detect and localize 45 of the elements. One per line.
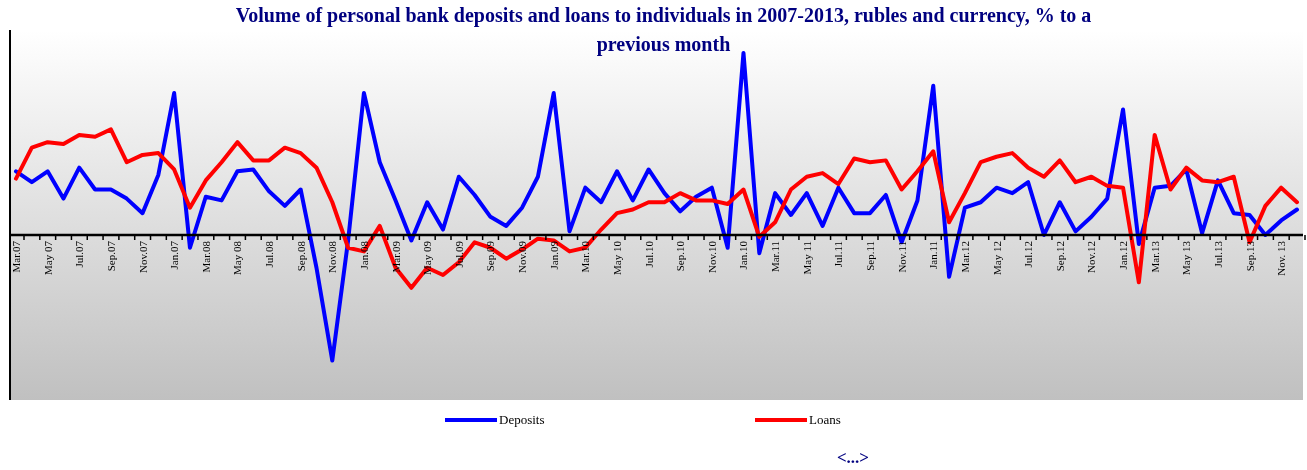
x-tick-label: Nov.08 bbox=[326, 240, 339, 273]
x-tick-label: Nov.07 bbox=[136, 240, 149, 273]
x-tick-label: Jul.13 bbox=[1211, 240, 1224, 268]
legend-label: Deposits bbox=[499, 412, 545, 427]
x-tick-label: Mar.13 bbox=[1148, 240, 1161, 273]
x-tick-label: Jul.08 bbox=[263, 240, 276, 268]
x-tick-label: Jul.10 bbox=[642, 240, 655, 268]
x-tick-label: Sep.09 bbox=[484, 240, 497, 272]
x-tick-label: Mar.10 bbox=[579, 240, 592, 273]
x-tick-label: Jan.07 bbox=[168, 240, 181, 270]
x-tick-label: Nov.10 bbox=[705, 240, 718, 273]
x-tick-label: Jul.11 bbox=[832, 241, 845, 268]
chart-title: Volume of personal bank deposits and loans to individuals in 2007-2013, rubles and currency, % to a previous month bbox=[235, 4, 1092, 56]
x-tick-label: Sep.13 bbox=[1243, 240, 1256, 272]
x-tick-label: Jan.12 bbox=[1117, 241, 1130, 270]
x-tick-label: Nov. 13 bbox=[1275, 240, 1288, 276]
x-tick-label: Jul.09 bbox=[452, 240, 465, 268]
x-tick-label: Jan.11 bbox=[927, 241, 940, 270]
x-tick-label: Jan.08 bbox=[357, 240, 370, 270]
x-tick-label: Mar.08 bbox=[199, 240, 212, 273]
x-tick-label: Sep.07 bbox=[104, 240, 117, 272]
x-tick-label: May 07 bbox=[41, 240, 54, 275]
legend-label: Loans bbox=[809, 412, 841, 427]
x-tick-label: Mar.09 bbox=[389, 240, 402, 273]
x-tick-label: Jan.09 bbox=[547, 240, 560, 270]
x-tick-label: Sep.08 bbox=[294, 240, 307, 272]
x-tick-label: Sep.12 bbox=[1053, 241, 1066, 272]
x-tick-label: May 12 bbox=[990, 241, 1003, 275]
x-tick-label: May 09 bbox=[421, 240, 434, 275]
x-tick-label: Sep.11 bbox=[864, 241, 876, 271]
x-tick-label: Nov.11 bbox=[895, 241, 908, 273]
x-tick-label: May 10 bbox=[610, 240, 623, 275]
x-tick-label: Sep.10 bbox=[674, 240, 687, 272]
x-tick-label: Mar.12 bbox=[958, 241, 971, 273]
x-tick-label: Mar.11 bbox=[769, 241, 782, 273]
x-tick-label: Nov.12 bbox=[1085, 241, 1098, 273]
x-tick-label: Jul.07 bbox=[73, 240, 86, 268]
x-tick-label: Nov.09 bbox=[516, 240, 529, 273]
x-tick-label: May 08 bbox=[231, 240, 244, 275]
x-tick-label: May 13 bbox=[1180, 240, 1193, 275]
x-tick-label: May 11 bbox=[800, 241, 813, 275]
x-tick-label: Jul.12 bbox=[1022, 241, 1035, 268]
x-tick-label: Mar.07 bbox=[10, 240, 22, 273]
x-tick-label: Jan.10 bbox=[737, 240, 750, 270]
text: <...> bbox=[836, 448, 870, 467]
